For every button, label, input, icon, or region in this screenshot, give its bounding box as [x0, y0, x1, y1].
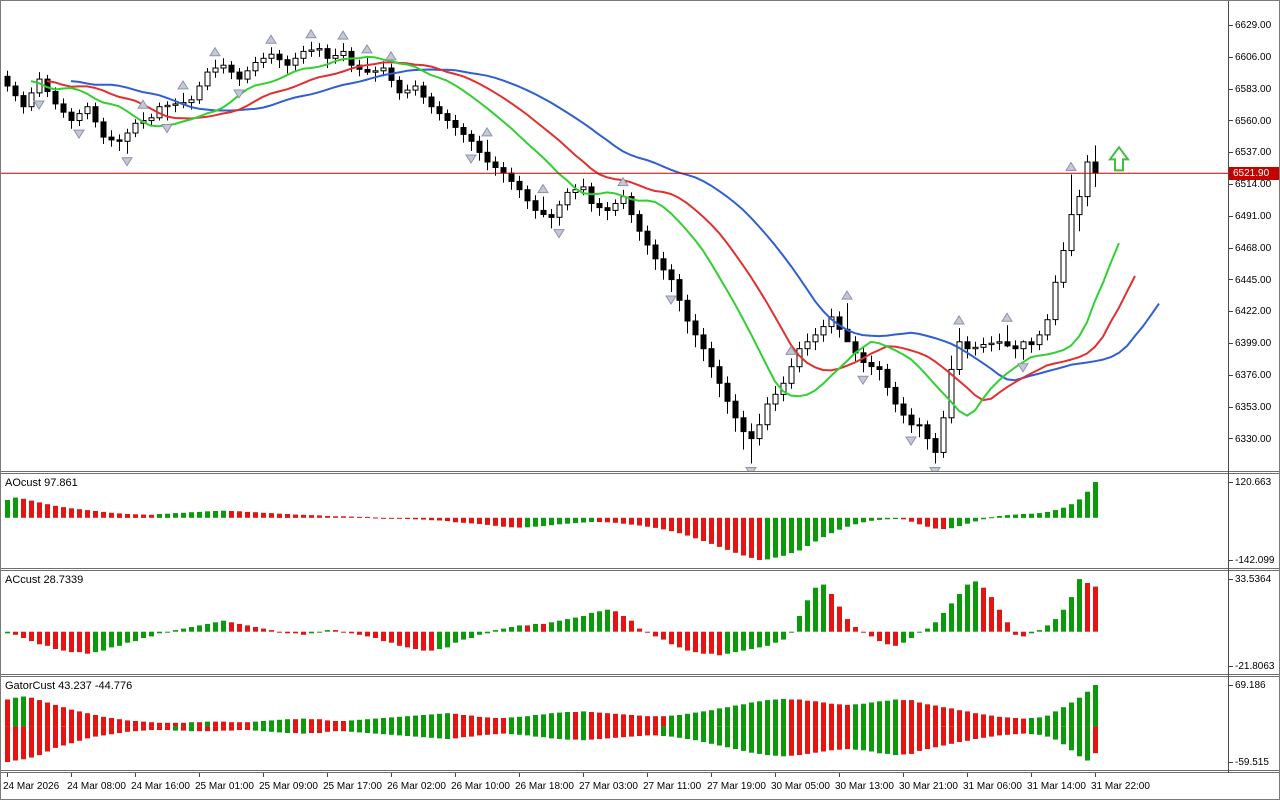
ac-indicator-pane[interactable]: ACcust 28.7339 33.5364 -21.8063 [1, 571, 1279, 674]
price-tick-label: 6560.00 [1229, 116, 1271, 127]
ao-indicator-pane[interactable]: AOcust 97.861 120.663 -142.099 [1, 474, 1279, 568]
time-tick [135, 773, 136, 777]
main-price-pane[interactable]: 6629.00 6606.00 6583.00 6560.00 6537.00 6514.… [1, 1, 1279, 471]
scale-label: -21.8063 [1229, 661, 1274, 672]
candles-layer [4, 41, 1099, 464]
price-axis-border [1228, 1, 1229, 773]
time-tick-label: 27 Mar 19:00 [707, 781, 766, 792]
time-tick-label: 30 Mar 13:00 [835, 781, 894, 792]
time-tick [1031, 773, 1032, 777]
pane-separator[interactable] [1, 770, 1279, 773]
price-tick-label: 6468.00 [1229, 243, 1271, 254]
time-tick [391, 773, 392, 777]
price-tick-label: 6491.00 [1229, 211, 1271, 222]
price-tick-label: 6514.00 [1229, 179, 1271, 190]
price-tick-label: 6606.00 [1229, 52, 1271, 63]
price-tick-label: 6629.00 [1229, 20, 1271, 31]
time-tick [647, 773, 648, 777]
time-tick [903, 773, 904, 777]
price-tick-label: 6422.00 [1229, 306, 1271, 317]
alligator-jaw-line [70, 68, 1160, 382]
time-tick [71, 773, 72, 777]
price-tick-label: 6353.00 [1229, 402, 1271, 413]
time-tick-label: 24 Mar 2026 [3, 781, 60, 792]
scale-label: -59.515 [1229, 757, 1269, 768]
time-tick-label: 26 Mar 02:00 [387, 781, 446, 792]
time-tick-label: 31 Mar 22:00 [1091, 781, 1150, 792]
time-tick [1095, 773, 1096, 777]
scale-label: -142.099 [1229, 555, 1274, 566]
time-tick [711, 773, 712, 777]
ac-indicator-label: ACcust 28.7339 [5, 574, 84, 586]
time-tick [583, 773, 584, 777]
time-tick-label: 30 Mar 21:00 [899, 781, 958, 792]
gator-histogram-canvas [5, 685, 1098, 762]
time-tick [7, 773, 8, 777]
time-tick [263, 773, 264, 777]
time-tick-label: 26 Mar 10:00 [451, 781, 510, 792]
time-tick [519, 773, 520, 777]
time-tick [967, 773, 968, 777]
time-tick-label: 25 Mar 01:00 [195, 781, 254, 792]
price-tick-label: 6376.00 [1229, 370, 1271, 381]
time-tick-label: 31 Mar 06:00 [963, 781, 1022, 792]
time-tick-label: 27 Mar 03:00 [579, 781, 638, 792]
time-tick [839, 773, 840, 777]
current-price-badge: 6521.90 [1229, 167, 1279, 181]
time-tick [455, 773, 456, 777]
alligator-lips-line [30, 55, 1120, 417]
pane-separator[interactable] [1, 471, 1279, 474]
time-tick-label: 31 Mar 14:00 [1027, 781, 1086, 792]
pane-separator[interactable] [1, 674, 1279, 677]
price-tick-label: 6330.00 [1229, 434, 1271, 445]
scale-label: 120.663 [1229, 477, 1271, 488]
time-axis[interactable]: 24 Mar 2026 24 Mar 08:00 24 Mar 16:00 25 Ma… [1, 773, 1279, 799]
time-tick [327, 773, 328, 777]
price-tick-label: 6399.00 [1229, 338, 1271, 349]
time-tick [775, 773, 776, 777]
scale-label: 69.186 [1229, 680, 1266, 691]
ao-indicator-label: AOcust 97.861 [5, 477, 78, 489]
time-tick-label: 27 Mar 11:00 [643, 781, 702, 792]
main-chart-canvas[interactable] [1, 1, 1229, 471]
time-tick-label: 25 Mar 09:00 [259, 781, 318, 792]
time-tick-label: 30 Mar 05:00 [771, 781, 830, 792]
gator-indicator-label: GatorCust 43.237 -44.776 [5, 680, 133, 692]
alligator-teeth-line [46, 61, 1136, 402]
buy-signal-arrow [1108, 145, 1130, 172]
time-tick-label: 26 Mar 18:00 [515, 781, 574, 792]
time-tick-label: 24 Mar 16:00 [131, 781, 190, 792]
time-tick-label: 24 Mar 08:00 [67, 781, 126, 792]
ao-histogram-canvas [5, 482, 1098, 560]
gator-indicator-pane[interactable]: GatorCust 43.237 -44.776 69.186 -59.515 [1, 677, 1279, 770]
price-tick-label: 6445.00 [1229, 275, 1271, 286]
ac-histogram-canvas [5, 579, 1098, 656]
price-tick-label: 6583.00 [1229, 84, 1271, 95]
pane-separator[interactable] [1, 568, 1279, 571]
fractals-layer [33, 28, 1077, 471]
time-tick [199, 773, 200, 777]
scale-label: 33.5364 [1229, 574, 1271, 585]
price-tick-label: 6537.00 [1229, 147, 1271, 158]
time-tick-label: 25 Mar 17:00 [323, 781, 382, 792]
